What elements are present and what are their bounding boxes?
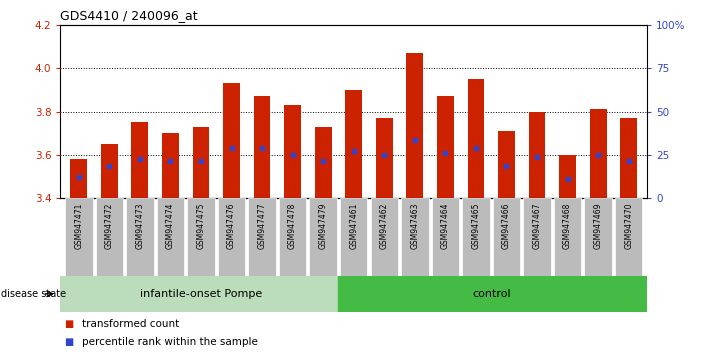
Bar xyxy=(523,198,551,276)
Bar xyxy=(218,198,245,276)
Text: GSM947479: GSM947479 xyxy=(319,202,328,249)
Text: GSM947471: GSM947471 xyxy=(74,202,83,249)
Text: percentile rank within the sample: percentile rank within the sample xyxy=(82,337,257,347)
Bar xyxy=(309,198,337,276)
Bar xyxy=(620,118,637,198)
Bar xyxy=(254,96,270,198)
Bar xyxy=(132,122,149,198)
Bar xyxy=(248,198,276,276)
Bar xyxy=(338,276,647,312)
Text: GSM947465: GSM947465 xyxy=(471,202,481,249)
Bar xyxy=(60,276,338,312)
Text: GSM947464: GSM947464 xyxy=(441,202,450,249)
Text: disease state: disease state xyxy=(1,289,66,299)
Bar xyxy=(162,133,179,198)
Bar xyxy=(340,198,368,276)
Bar xyxy=(615,198,643,276)
Text: GSM947475: GSM947475 xyxy=(196,202,205,249)
Bar xyxy=(223,83,240,198)
Bar xyxy=(437,96,454,198)
Text: GSM947467: GSM947467 xyxy=(533,202,542,249)
Bar xyxy=(432,198,459,276)
Bar xyxy=(528,112,545,198)
Text: GDS4410 / 240096_at: GDS4410 / 240096_at xyxy=(60,9,198,22)
Bar xyxy=(126,198,154,276)
Text: GSM947472: GSM947472 xyxy=(105,202,114,249)
Text: GSM947476: GSM947476 xyxy=(227,202,236,249)
Bar xyxy=(498,131,515,198)
Text: ■: ■ xyxy=(64,337,73,347)
Bar xyxy=(65,198,92,276)
Bar xyxy=(584,198,612,276)
Bar xyxy=(279,198,306,276)
Bar xyxy=(156,198,184,276)
Bar xyxy=(95,198,123,276)
Bar xyxy=(346,90,362,198)
Bar xyxy=(462,198,490,276)
Bar xyxy=(315,127,331,198)
Bar xyxy=(193,127,209,198)
Bar xyxy=(401,198,429,276)
Text: GSM947478: GSM947478 xyxy=(288,202,297,249)
Bar xyxy=(70,159,87,198)
Bar xyxy=(370,198,398,276)
Text: GSM947474: GSM947474 xyxy=(166,202,175,249)
Text: transformed count: transformed count xyxy=(82,319,179,329)
Text: GSM947473: GSM947473 xyxy=(135,202,144,249)
Text: GSM947466: GSM947466 xyxy=(502,202,511,249)
Bar xyxy=(101,144,118,198)
Text: GSM947461: GSM947461 xyxy=(349,202,358,249)
Text: GSM947477: GSM947477 xyxy=(257,202,267,249)
Bar xyxy=(468,79,484,198)
Bar xyxy=(284,105,301,198)
Bar xyxy=(559,155,576,198)
Text: control: control xyxy=(472,289,510,299)
Text: GSM947469: GSM947469 xyxy=(594,202,603,249)
Bar xyxy=(407,53,423,198)
Text: GSM947470: GSM947470 xyxy=(624,202,634,249)
Text: ■: ■ xyxy=(64,319,73,329)
Text: GSM947468: GSM947468 xyxy=(563,202,572,249)
Text: GSM947463: GSM947463 xyxy=(410,202,419,249)
Text: infantile-onset Pompe: infantile-onset Pompe xyxy=(140,289,262,299)
Bar xyxy=(187,198,215,276)
Bar xyxy=(376,118,392,198)
Bar xyxy=(554,198,582,276)
Bar xyxy=(589,109,606,198)
Text: GSM947462: GSM947462 xyxy=(380,202,389,249)
Bar xyxy=(493,198,520,276)
